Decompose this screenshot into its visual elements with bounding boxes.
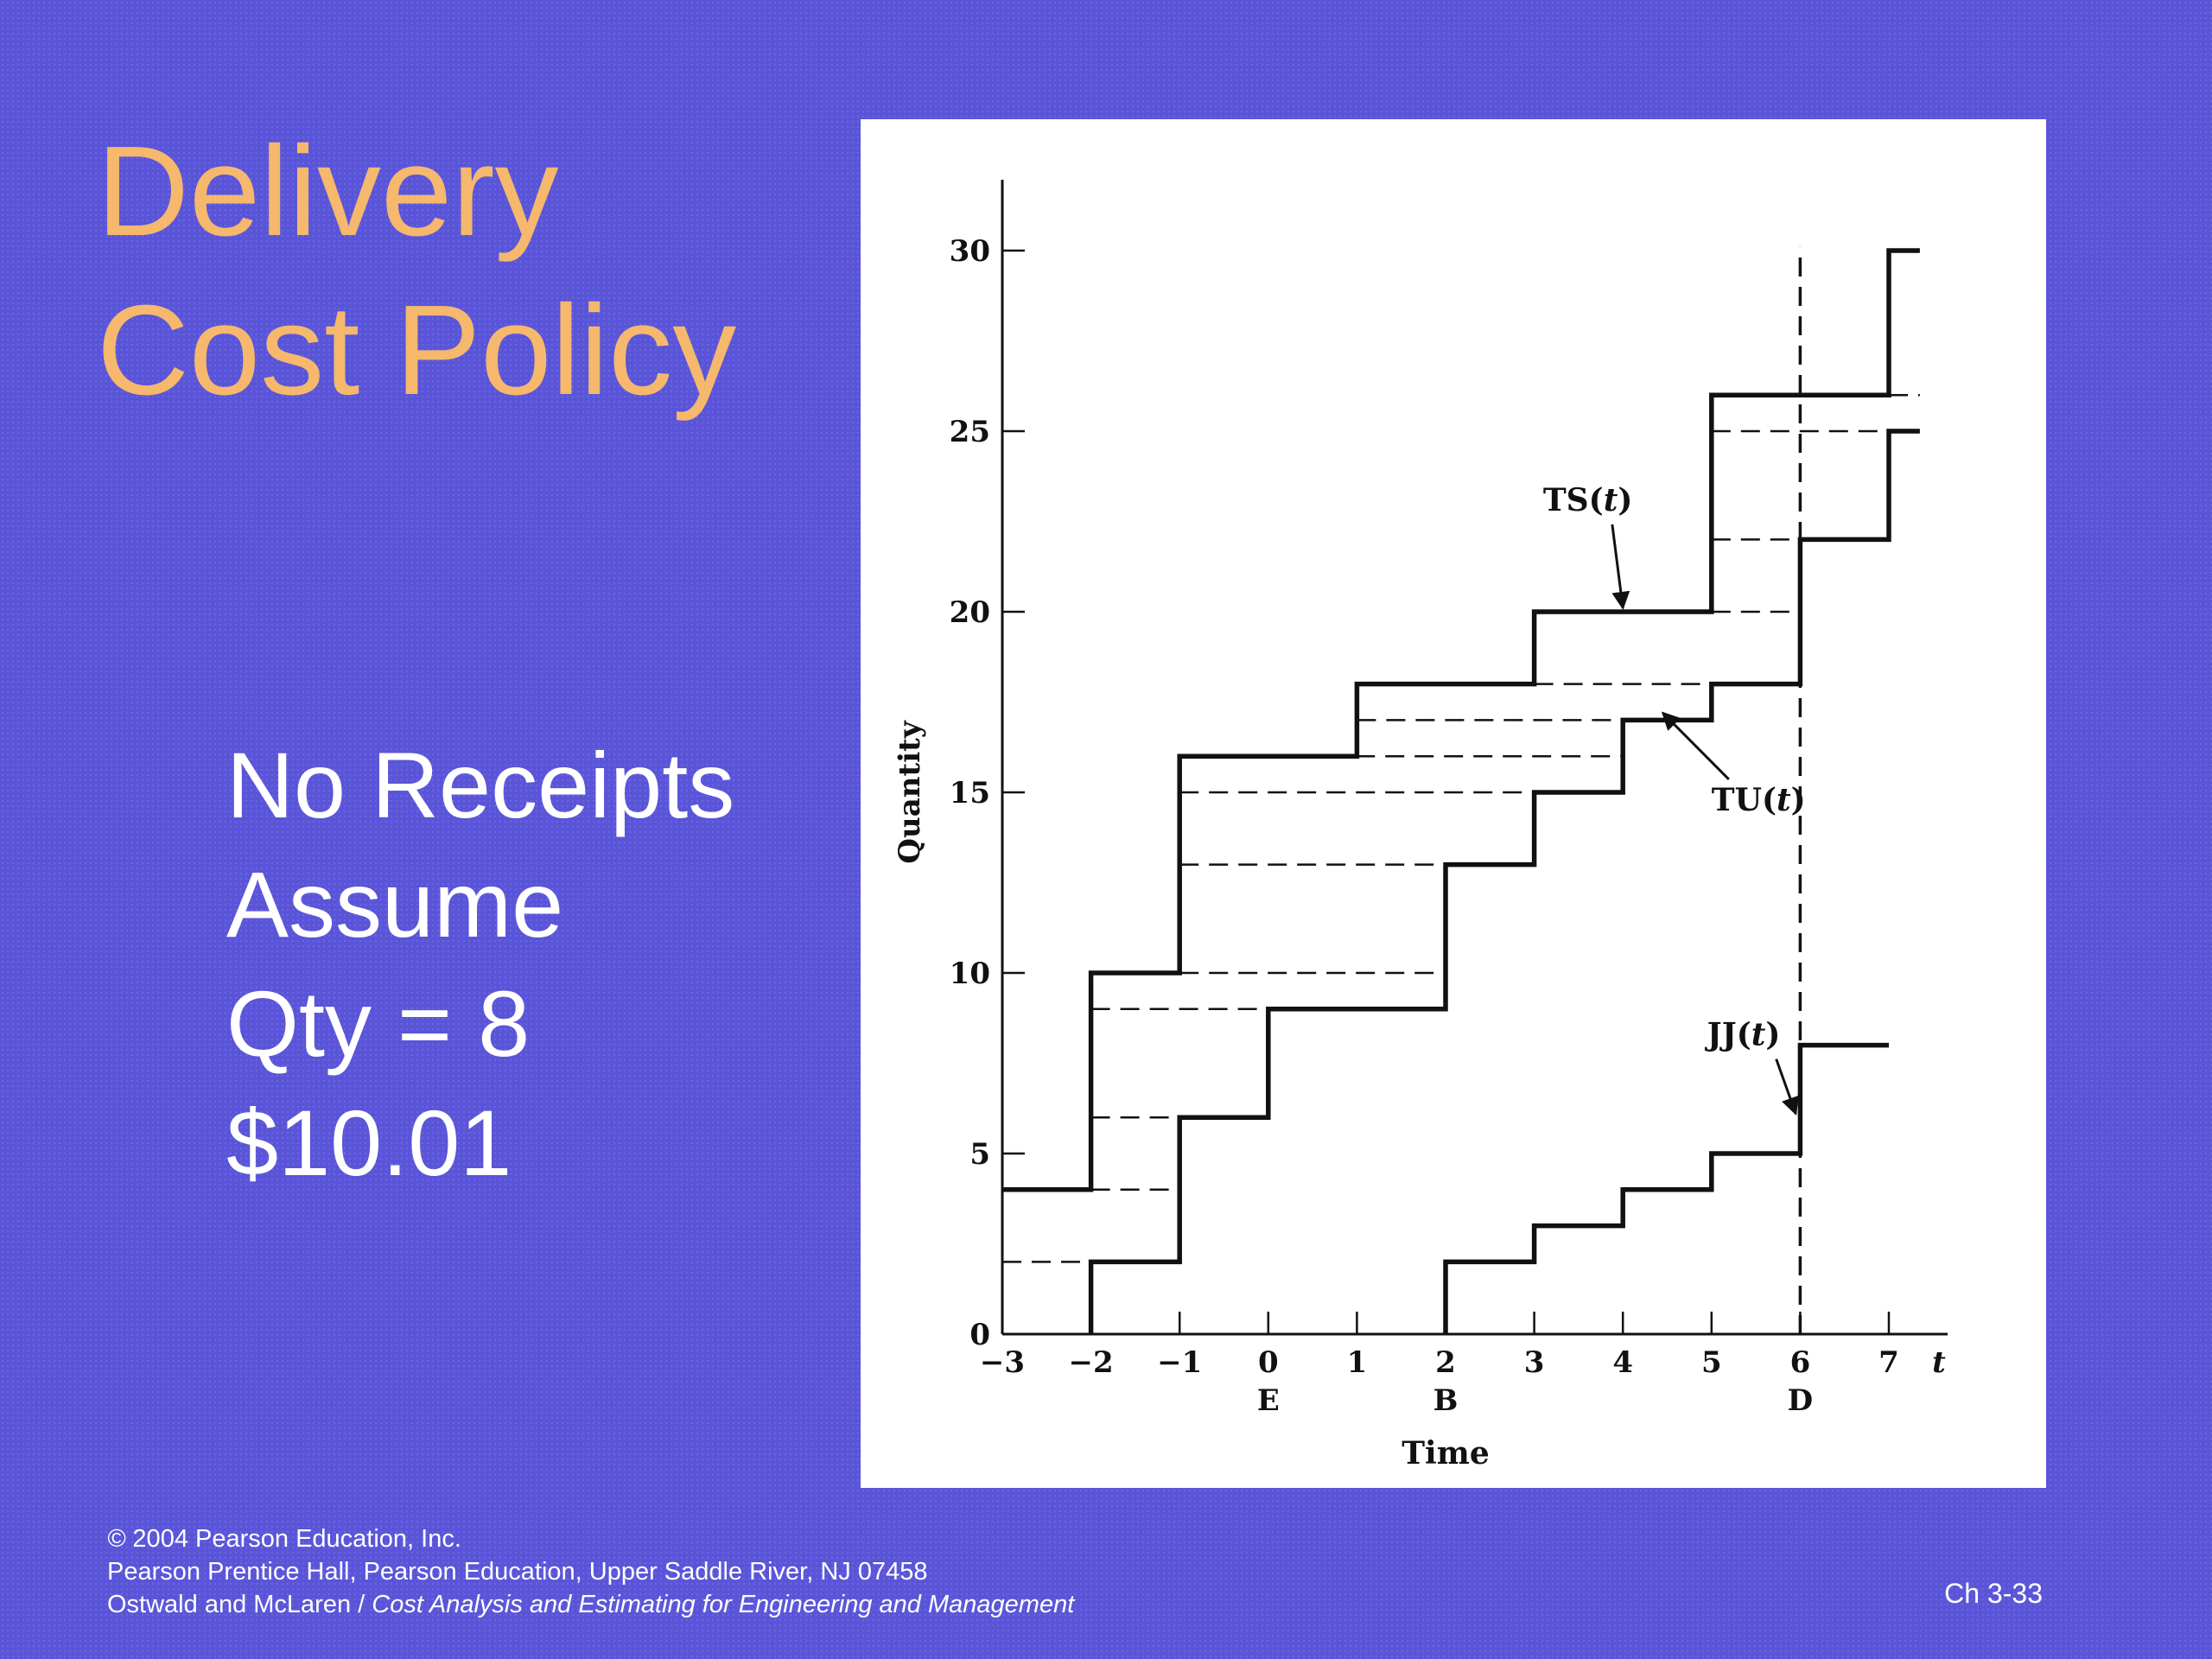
x-tick-label: 6 [1790, 1345, 1811, 1380]
annotation-label-italic: t [1751, 1017, 1766, 1053]
x-tick-label: 7 [1878, 1345, 1899, 1380]
y-tick-label: 10 [950, 957, 990, 991]
x-axis-end-label: t [1932, 1345, 1946, 1380]
annotation-label: TU(t) [1712, 782, 1806, 818]
annotation-label: TS(t) [1543, 482, 1633, 518]
slide-title: Delivery Cost Policy [97, 112, 736, 430]
x-tick-label: 5 [1701, 1345, 1722, 1380]
y-tick-label: 25 [950, 415, 990, 449]
y-axis-label: Quantity [893, 720, 927, 863]
x-tick-label: −3 [980, 1345, 1025, 1380]
footer: © 2004 Pearson Education, Inc. Pearson P… [107, 1522, 1074, 1621]
slide-body: No Receipts Assume Qty = 8 $10.01 [226, 726, 734, 1203]
footer-book-title: Cost Analysis and Estimating for Enginee… [372, 1591, 1075, 1618]
x-tick-label: 1 [1347, 1345, 1368, 1380]
x-tick-label: 3 [1524, 1345, 1545, 1380]
annotations: TS(t)TU(t)JJ(t) [1543, 482, 1806, 1116]
chart-panel: −3 −2 −1 0 1 2 3 4 5 6 7 t E B D 0 5 10 15 20 25 30 Time Quanti… [861, 119, 2046, 1488]
x-event-label: E [1257, 1383, 1280, 1418]
annotation-label-part: ) [1791, 782, 1806, 818]
footer-citation: Ostwald and McLaren / Cost Analysis and … [107, 1588, 1074, 1621]
slide-title-line: Delivery [97, 120, 559, 263]
y-tick-label: 15 [950, 776, 990, 810]
body-line: $10.01 [226, 1090, 512, 1195]
x-axis-label: Time [1402, 1435, 1489, 1471]
x-tick-label: 0 [1258, 1345, 1279, 1380]
step-chart: −3 −2 −1 0 1 2 3 4 5 6 7 tE B D051015202530TimeQuanti… [893, 180, 1948, 1471]
x-tick-label: −1 [1157, 1345, 1202, 1380]
y-tick-label: 20 [950, 595, 990, 630]
body-line: Assume [226, 852, 564, 957]
annotation-arrow [1775, 1058, 1799, 1116]
x-event-label: B [1433, 1383, 1459, 1418]
annotation-arrow [1661, 711, 1730, 780]
footer-publisher: Pearson Prentice Hall, Pearson Education… [107, 1558, 928, 1586]
body-line: No Receipts [226, 733, 735, 837]
slide-title-line: Cost Policy [97, 279, 737, 422]
copyright-symbol: © [107, 1525, 126, 1553]
y-tick-label: 30 [950, 234, 990, 269]
series-line-jjt [1443, 1042, 1889, 1334]
y-tick-label: 5 [969, 1137, 990, 1172]
annotation-label-part: TU( [1712, 782, 1777, 818]
x-event-label: D [1788, 1383, 1813, 1418]
annotation-arrow [1611, 524, 1630, 610]
slide-number: Ch 3-33 [1944, 1578, 2043, 1609]
annotation-label-italic: t [1604, 482, 1618, 518]
annotation-label: JJ(t) [1705, 1017, 1781, 1053]
footer-copyright-text: 2004 Pearson Education, Inc. [125, 1525, 461, 1553]
axes: −3 −2 −1 0 1 2 3 4 5 6 7 tE B D051015202530TimeQuanti… [893, 180, 1948, 1471]
body-line: Qty = 8 [226, 971, 531, 1076]
series-line-tst [1002, 248, 1920, 1192]
series-line-tut [1088, 429, 1920, 1334]
footer-authors: Ostwald and McLaren / [107, 1591, 372, 1618]
annotation-label-italic: t [1777, 782, 1791, 818]
annotation-label-part: TS( [1543, 482, 1604, 518]
annotation-label-part: JJ( [1705, 1017, 1751, 1053]
annotation-label-part: ) [1618, 482, 1632, 518]
series-layer [1002, 248, 1920, 1334]
annotation-label-part: ) [1765, 1017, 1780, 1053]
footer-copyright: © 2004 Pearson Education, Inc. [107, 1522, 1074, 1555]
x-tick-label: −2 [1069, 1345, 1114, 1380]
y-tick-label: 0 [969, 1318, 990, 1352]
x-tick-label: 2 [1435, 1345, 1456, 1380]
x-tick-label: 4 [1612, 1345, 1633, 1380]
